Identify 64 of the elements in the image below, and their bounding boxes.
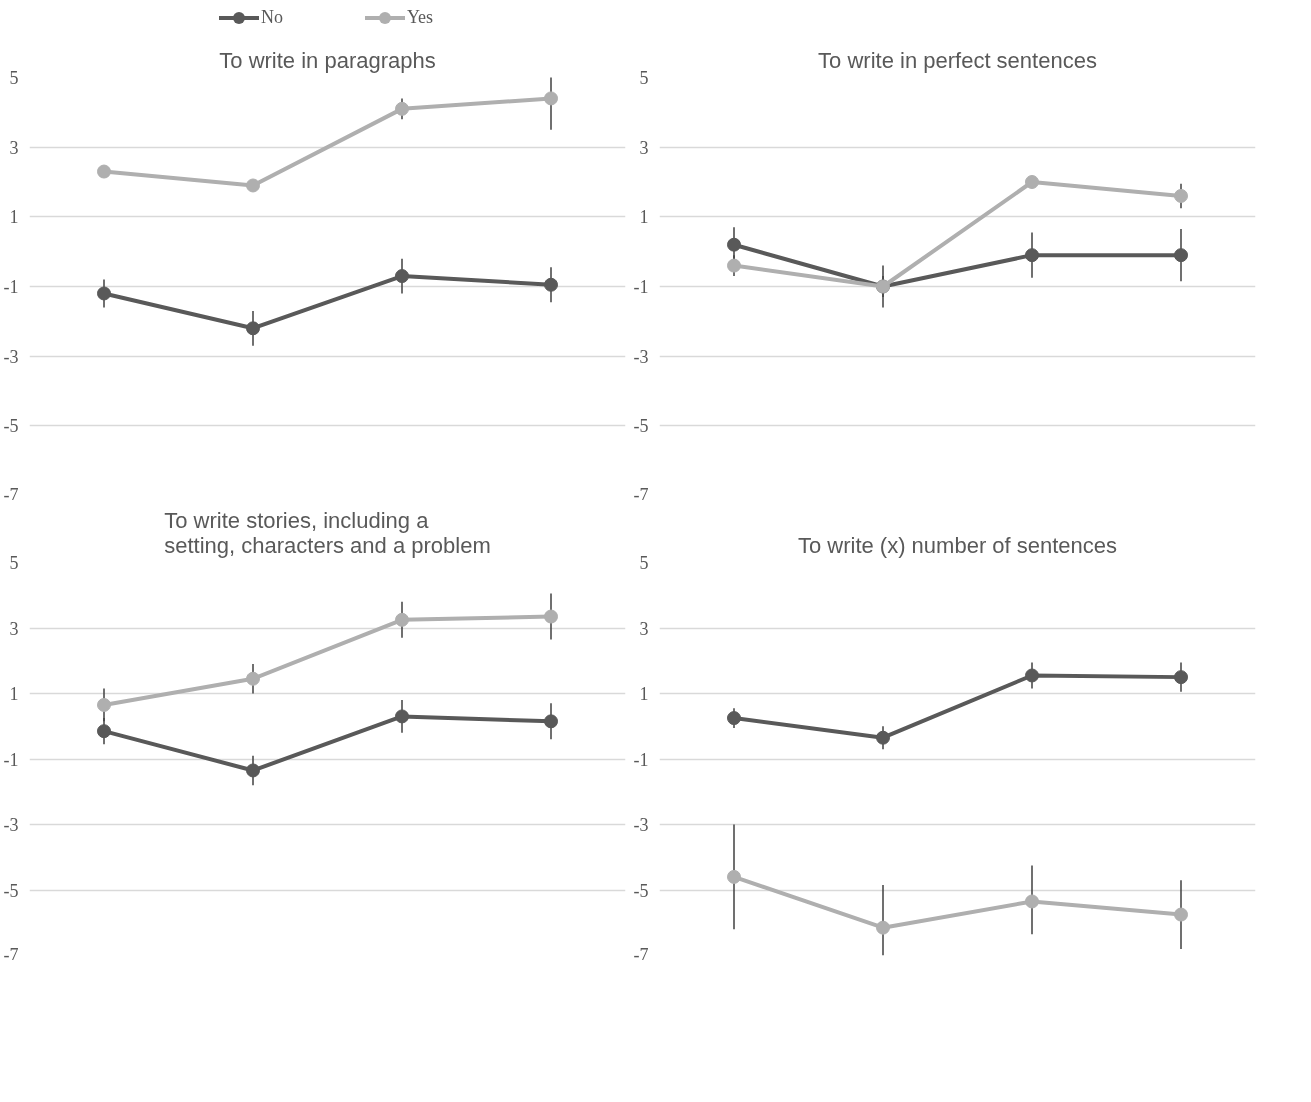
point [1174,188,1188,203]
y-tick-label: 3 [9,137,19,158]
y-tick-label: 5 [9,68,19,88]
y-tick-label: 3 [639,137,649,158]
y-tick-label: -5 [633,416,649,437]
y-tick-label: 1 [639,207,649,228]
point [246,178,260,193]
point [97,697,111,712]
point [1025,668,1039,683]
chart-title: To write (x) number of sentences [797,532,1118,558]
point [727,869,741,884]
y-tick-label: 5 [9,553,19,573]
y-tick-label: 1 [9,207,19,228]
y-tick-label: 3 [639,618,649,639]
y-tick-label: -5 [633,880,649,901]
y-tick-label: -3 [633,346,649,367]
y-tick-label: -1 [3,749,19,770]
point [246,671,260,686]
chart-title: To write in paragraphs [219,47,436,73]
point [544,277,558,292]
point [246,321,260,336]
y-tick-label: 1 [639,684,649,704]
y-tick-label: -5 [3,416,19,437]
point [395,101,409,116]
y-tick-label: 5 [639,553,649,573]
point [544,91,558,106]
y-tick-label: -7 [633,484,649,505]
point [395,709,409,724]
y-tick-label: -7 [3,944,19,965]
point [1174,670,1188,685]
y-tick-label: -3 [3,815,19,835]
legend-label: No [260,6,283,29]
point [1025,894,1039,909]
point [876,730,890,745]
point [97,164,111,179]
point [1174,248,1188,263]
y-tick-label: -5 [3,880,19,901]
y-tick-label: -7 [3,484,19,505]
point [544,609,558,624]
point [395,269,409,284]
point [97,286,111,301]
y-tick-label: 1 [9,684,19,704]
point [1025,175,1039,189]
y-tick-label: -1 [633,277,649,297]
y-tick-label: -3 [633,815,649,835]
legend-label: Yes [406,6,434,29]
point [727,711,741,726]
point [97,724,111,739]
point [876,920,890,935]
point [727,258,741,273]
y-tick-label: -7 [633,944,649,965]
point [544,714,558,729]
chart-title: To write in perfect sentences [818,47,1097,73]
y-tick-label: -3 [3,346,19,367]
point [727,237,741,252]
y-tick-label: -1 [633,749,649,770]
point [246,763,260,778]
point [1025,248,1039,263]
chart-title: To write stories, including a setting, characters and a problem [164,507,491,558]
y-tick-label: -1 [3,277,19,297]
y-tick-label: 5 [639,68,649,88]
point [395,612,409,627]
y-tick-label: 3 [9,618,19,639]
point [1174,907,1188,922]
